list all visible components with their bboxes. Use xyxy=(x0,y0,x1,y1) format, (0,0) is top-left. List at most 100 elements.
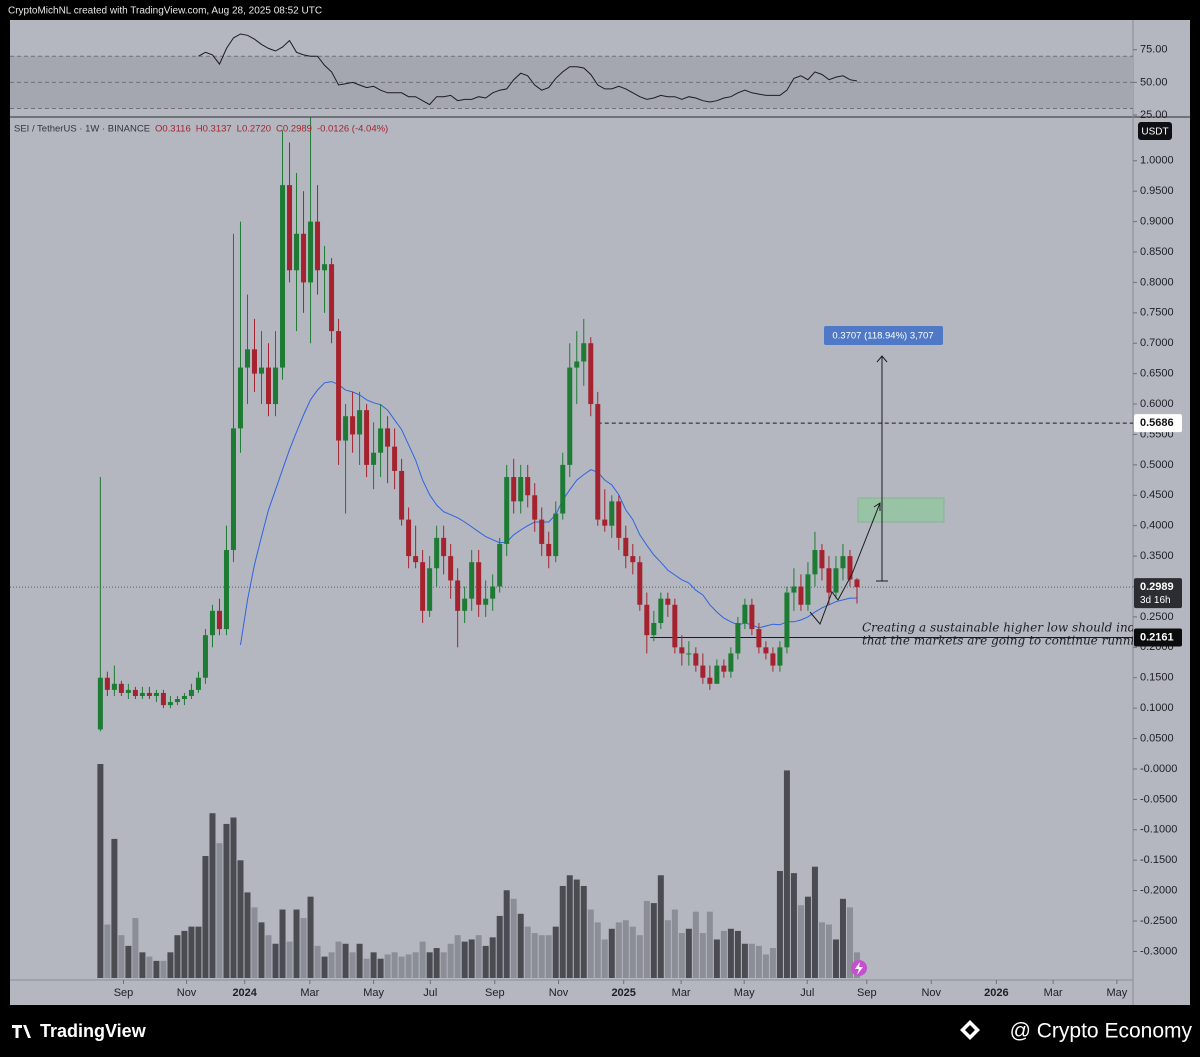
candle-body xyxy=(420,562,426,611)
candle-body xyxy=(202,635,208,678)
rsi-line xyxy=(198,33,858,106)
volume-bar xyxy=(412,952,419,978)
volume-bar xyxy=(265,935,272,978)
candle-body xyxy=(378,428,384,453)
volume-bar xyxy=(356,943,363,978)
currency: USDT xyxy=(1141,127,1168,138)
candle-body xyxy=(518,477,524,502)
ohlc-legend: L0.2720 xyxy=(237,124,271,135)
candle-body xyxy=(343,416,349,441)
x-tick-label: Sep xyxy=(485,987,505,999)
candle-body xyxy=(644,604,650,636)
y-tick-label: 0.7500 xyxy=(1140,307,1174,319)
volume-bar xyxy=(804,896,811,978)
x-tick-label: Mar xyxy=(300,987,319,999)
price-pane: 0.3707 (118.94%) 3,707 Creating a sustain… xyxy=(10,117,1139,978)
candle-body xyxy=(721,665,727,672)
volume-bar xyxy=(314,945,321,978)
y-tick-label: -0.0500 xyxy=(1140,793,1177,805)
watermark-icon xyxy=(960,1020,980,1040)
candle-body xyxy=(139,692,145,696)
tv-logo xyxy=(12,1025,31,1038)
candle-body xyxy=(462,598,468,611)
volume-bar xyxy=(279,909,286,978)
y-tick-label: 1.0000 xyxy=(1140,155,1174,167)
volume-bar xyxy=(335,941,342,978)
price-badge xyxy=(1134,414,1182,433)
candle-body xyxy=(609,501,615,526)
candle-body xyxy=(651,623,657,636)
candle-body xyxy=(195,677,201,690)
volume-bar xyxy=(741,943,748,978)
x-tick-label: Nov xyxy=(177,987,197,999)
volume-bar xyxy=(580,885,587,978)
volume-bar xyxy=(118,935,125,978)
candle-body xyxy=(427,568,433,611)
header-bar xyxy=(0,0,1200,20)
volume-bar xyxy=(300,918,307,978)
candle-body xyxy=(287,185,293,271)
y-tick-label: -0.2000 xyxy=(1140,885,1177,897)
volume-bar xyxy=(97,764,104,978)
y-tick-label: -0.1500 xyxy=(1140,854,1177,866)
candle-body xyxy=(735,623,741,654)
candle-body xyxy=(693,653,699,666)
x-tick-label: Jul xyxy=(423,987,437,999)
volume-bar xyxy=(342,943,349,978)
price-badge xyxy=(1134,578,1182,609)
rsi-tick-label: 75.00 xyxy=(1140,44,1168,56)
volume-bar xyxy=(405,954,412,978)
candle-body xyxy=(392,446,398,471)
currency-badge xyxy=(1138,122,1172,140)
candle-body xyxy=(223,550,229,630)
volume-bar xyxy=(685,928,692,978)
candle-body xyxy=(153,692,159,696)
volume-bar xyxy=(237,860,244,978)
volume-bar xyxy=(153,960,160,978)
candle-body xyxy=(315,221,321,271)
candle-body xyxy=(791,586,797,593)
volume-bar xyxy=(251,907,258,978)
candle-body xyxy=(357,410,363,435)
measure-arrow xyxy=(876,355,888,582)
candle-body xyxy=(476,562,482,605)
volume-bar xyxy=(524,926,531,978)
header-text: CryptoMichNL created with TradingView.co… xyxy=(8,6,322,17)
volume-bar xyxy=(811,866,818,978)
x-tick-label: May xyxy=(1106,987,1127,999)
annotation: Creating a sustainable higher low should… xyxy=(862,621,1139,635)
y-tick-label: 0.2500 xyxy=(1140,611,1174,623)
volume-bar xyxy=(748,943,755,978)
candle-body xyxy=(336,331,342,441)
candle-body xyxy=(209,610,215,636)
candle-body xyxy=(749,604,755,630)
y-tick-label: 0.7000 xyxy=(1140,337,1174,349)
x-tick-label: 2025 xyxy=(611,987,635,999)
volume-bar xyxy=(377,958,384,978)
candle-body xyxy=(371,452,377,465)
y-tick-label: 0.1000 xyxy=(1140,702,1174,714)
candle-body xyxy=(819,550,825,569)
candle-body xyxy=(97,677,103,730)
candle-body xyxy=(406,519,412,557)
price-badge-label: 0.2989 xyxy=(1140,581,1174,593)
volume-bar xyxy=(552,926,559,978)
candle-body xyxy=(174,699,180,703)
candle-body xyxy=(294,233,300,271)
candle-body xyxy=(588,343,594,405)
price-badge xyxy=(1134,628,1182,647)
volume-bar xyxy=(643,900,650,978)
candle-body xyxy=(266,367,272,405)
candle-body xyxy=(812,550,818,575)
y-tick-label: -0.1000 xyxy=(1140,824,1177,836)
volume-bar xyxy=(664,920,671,978)
y-tick-label: 0.4000 xyxy=(1140,520,1174,532)
annotation: that the markets are going to continue r… xyxy=(862,634,1135,648)
ohlc-legend: -0.0126 (-4.04%) xyxy=(317,124,388,135)
volume-bar xyxy=(216,843,223,978)
volume-bar xyxy=(713,939,720,978)
x-tick-label: May xyxy=(363,987,384,999)
y-tick-label: 0.0500 xyxy=(1140,732,1174,744)
y-tick-label: 0.8500 xyxy=(1140,246,1174,258)
